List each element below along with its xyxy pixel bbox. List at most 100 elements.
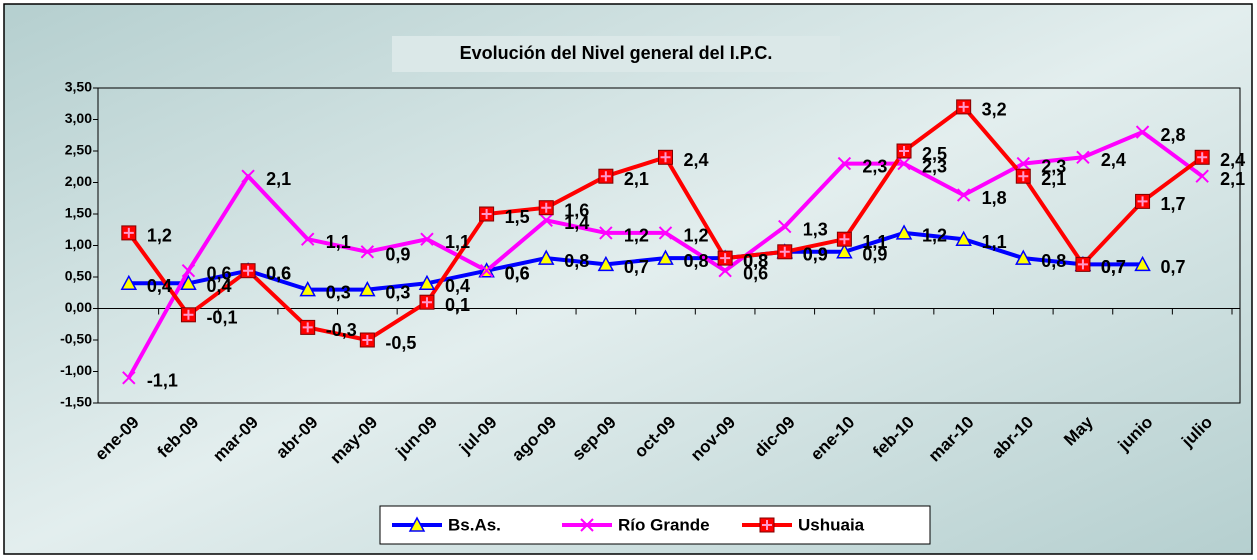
marker (599, 226, 613, 240)
data-label: -0,3 (326, 320, 357, 340)
data-label: 0,6 (505, 263, 530, 283)
marker (419, 294, 435, 310)
marker (301, 232, 315, 246)
marker-cross (183, 309, 194, 320)
marker (658, 149, 673, 165)
data-label: 2,5 (922, 144, 947, 164)
title-box (392, 36, 840, 72)
marker (1075, 256, 1091, 272)
legend-label: Ushuaia (798, 515, 865, 534)
y-tick-label: 0,50 (65, 268, 92, 284)
marker (956, 99, 972, 115)
data-label: 0,3 (326, 282, 351, 302)
marker (1015, 249, 1032, 265)
marker (418, 274, 436, 291)
marker (717, 250, 733, 266)
marker-cross (899, 146, 910, 156)
marker (1135, 125, 1150, 139)
marker (1134, 255, 1151, 272)
data-label: 2,3 (1041, 156, 1066, 176)
data-label: 0,4 (147, 276, 172, 296)
data-label: -0,1 (206, 308, 237, 328)
marker-cross (302, 322, 313, 333)
marker (778, 219, 792, 234)
data-label: -1,1 (147, 371, 178, 391)
data-label: 2,3 (862, 156, 887, 176)
marker (121, 225, 137, 241)
data-label: 0,9 (385, 245, 410, 265)
y-tick-label: 1,00 (65, 236, 92, 252)
marker (580, 518, 594, 532)
marker (837, 156, 852, 171)
marker-cross (1137, 196, 1148, 207)
marker (420, 232, 434, 246)
data-label: 0,6 (266, 263, 291, 283)
data-label: 0,3 (385, 282, 410, 302)
data-label: 1,2 (624, 226, 649, 246)
y-tick-label: -0,50 (60, 331, 92, 347)
data-label: 1,1 (982, 232, 1007, 252)
marker (359, 332, 375, 348)
data-label: 1,3 (803, 219, 828, 239)
marker (1015, 168, 1031, 184)
data-label: 0,6 (743, 263, 768, 283)
marker (955, 230, 972, 246)
marker (718, 263, 732, 278)
marker (180, 274, 197, 291)
marker (479, 206, 495, 222)
marker (658, 226, 673, 240)
marker (597, 255, 615, 272)
data-label: -0,5 (385, 333, 416, 353)
data-label: 0,8 (684, 251, 709, 271)
legend-label: Bs.As. (448, 515, 501, 534)
marker (359, 281, 376, 297)
marker-cross (660, 152, 671, 163)
series-line (128, 230, 1143, 292)
data-label: 3,2 (982, 100, 1007, 120)
marker-cross (1197, 152, 1208, 163)
marker-cross (762, 520, 772, 530)
marker (181, 263, 196, 278)
data-label: 0,1 (445, 295, 470, 315)
y-tick-label: 3,50 (65, 79, 92, 95)
data-label: 0,7 (1101, 257, 1126, 277)
data-label: 0,9 (803, 245, 828, 265)
marker (1135, 193, 1151, 209)
data-label: 1,5 (505, 207, 530, 227)
data-label: 0,4 (445, 276, 470, 296)
data-label: 0,7 (1161, 257, 1186, 277)
data-label: 1,7 (1161, 194, 1186, 214)
marker (896, 143, 912, 159)
data-label: 1,1 (862, 232, 887, 252)
marker (895, 224, 913, 240)
marker (1195, 169, 1209, 183)
marker (956, 188, 971, 202)
data-label: 2,4 (684, 150, 709, 170)
data-label: 0,7 (624, 257, 649, 277)
data-label: 0,9 (862, 245, 887, 265)
data-label: 1,2 (147, 226, 172, 246)
marker (300, 319, 316, 335)
marker (180, 307, 196, 323)
data-label: 2,1 (1220, 169, 1245, 189)
marker-cross (839, 234, 850, 245)
marker-cross (600, 171, 611, 182)
data-label: 2,3 (922, 156, 947, 176)
marker (360, 245, 375, 259)
data-label: 1,8 (982, 188, 1007, 208)
data-label: 1,1 (326, 232, 351, 252)
marker (241, 169, 255, 183)
marker-cross (123, 227, 134, 238)
marker (122, 371, 136, 385)
marker-cross (1077, 259, 1088, 270)
marker (1076, 150, 1090, 165)
marker (1016, 156, 1030, 171)
data-label: 1,4 (564, 213, 589, 233)
data-label: 2,1 (1041, 169, 1066, 189)
marker-cross (779, 246, 790, 257)
data-label: 2,8 (1161, 125, 1186, 145)
data-label: 1,2 (684, 226, 709, 246)
data-label: 0,8 (564, 251, 589, 271)
marker (657, 249, 674, 265)
data-label: 0,7 (1101, 257, 1126, 277)
